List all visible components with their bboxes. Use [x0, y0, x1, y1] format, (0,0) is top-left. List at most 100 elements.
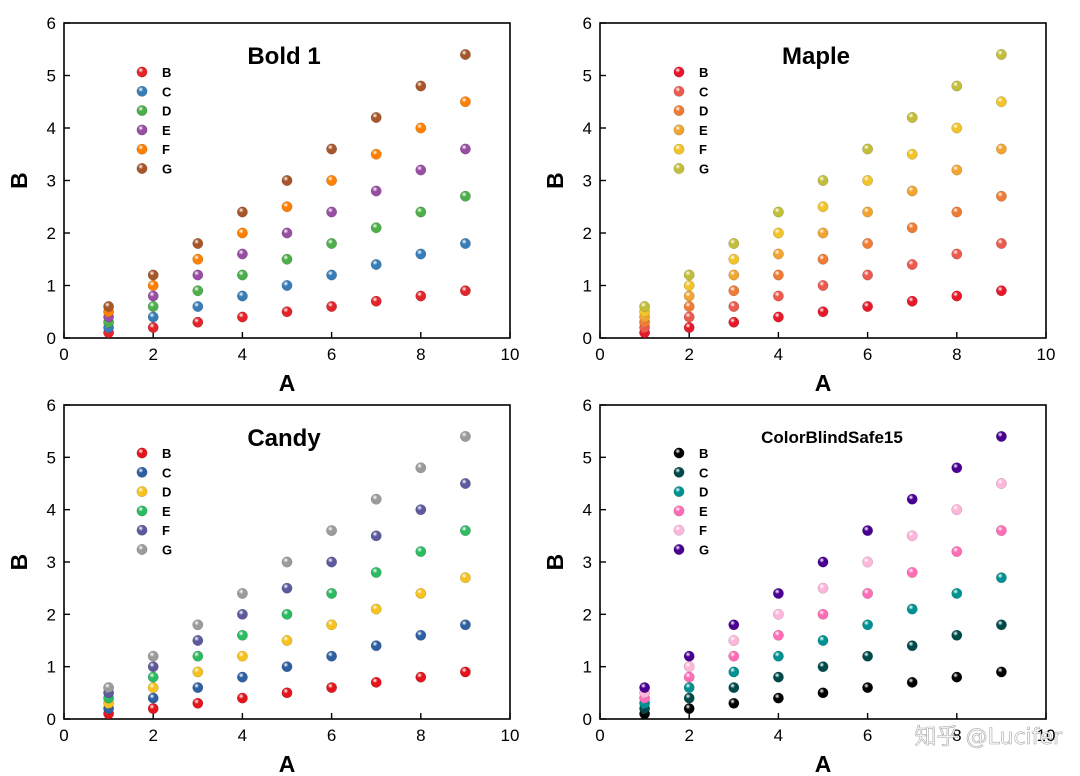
y-tick-label: 1 [47, 277, 56, 296]
legend-label: G [162, 543, 172, 558]
data-point [415, 462, 427, 474]
data-point [147, 280, 159, 291]
data-point [906, 530, 918, 542]
legend-marker [673, 66, 685, 78]
legend-label: D [162, 104, 171, 119]
series-G [103, 49, 471, 312]
data-point [326, 587, 338, 599]
data-point [772, 692, 784, 704]
data-point [370, 222, 382, 234]
y-tick-label: 5 [47, 67, 56, 86]
data-point [772, 206, 784, 218]
data-point [639, 301, 651, 312]
series-F [103, 96, 471, 318]
series-B [639, 666, 1007, 720]
data-point [683, 322, 695, 333]
data-point [683, 682, 695, 694]
data-point [459, 285, 471, 297]
data-point [772, 608, 784, 620]
data-point [103, 301, 115, 312]
data-point [236, 608, 248, 620]
data-point [906, 112, 918, 123]
legend-marker [136, 544, 148, 555]
data-point [415, 587, 427, 599]
chart-title: Maple [782, 43, 850, 70]
data-point [817, 201, 829, 213]
data-point [415, 80, 427, 92]
y-tick-label: 6 [47, 396, 56, 415]
y-tick-label: 6 [583, 14, 592, 33]
legend-marker [136, 105, 148, 117]
data-point [906, 567, 918, 578]
series-G [103, 430, 471, 694]
legend-label: F [162, 142, 170, 157]
series-D [639, 190, 1007, 328]
data-point [683, 671, 695, 683]
legend-marker [136, 163, 148, 174]
data-point [459, 478, 471, 489]
data-point [370, 295, 382, 307]
x-axis-label: A [815, 751, 832, 776]
data-point [370, 567, 382, 578]
data-point [459, 49, 471, 60]
y-tick-label: 6 [583, 396, 592, 415]
legend-label: D [162, 485, 171, 500]
legend-label: C [699, 84, 709, 99]
data-point [236, 290, 248, 302]
data-point [817, 635, 829, 646]
series-G [639, 49, 1007, 312]
data-point [192, 301, 204, 312]
series-E [103, 143, 471, 323]
data-point [862, 682, 874, 694]
data-point [862, 269, 874, 281]
legend-label: F [162, 523, 170, 538]
data-point [906, 493, 918, 505]
data-point [415, 290, 427, 302]
data-point [370, 640, 382, 652]
data-point [862, 556, 874, 568]
data-point [236, 248, 248, 260]
data-point [995, 478, 1007, 489]
y-tick-label: 2 [47, 605, 56, 624]
data-point [817, 306, 829, 318]
y-tick-label: 3 [47, 553, 56, 572]
data-point [236, 671, 248, 683]
data-point [326, 650, 338, 662]
data-point [951, 546, 963, 557]
data-point [906, 148, 918, 160]
data-point [728, 301, 740, 312]
data-point [192, 269, 204, 281]
data-point [862, 175, 874, 186]
data-point [683, 661, 695, 673]
data-point [236, 311, 248, 323]
data-point [147, 703, 159, 714]
data-point [862, 238, 874, 249]
data-point [370, 148, 382, 160]
legend-marker [673, 124, 685, 136]
data-point [326, 143, 338, 155]
legend-label: E [699, 504, 708, 519]
data-point [951, 206, 963, 218]
data-point [772, 650, 784, 662]
legend-marker [136, 524, 148, 536]
legend-marker [136, 85, 148, 97]
data-point [772, 269, 784, 281]
legend-marker [136, 486, 148, 498]
data-point [281, 280, 293, 291]
data-point [862, 206, 874, 218]
data-point [459, 572, 471, 584]
chart-title: ColorBlindSafe15 [761, 428, 903, 447]
data-point [728, 316, 740, 328]
legend-label: E [162, 504, 171, 519]
data-point [326, 206, 338, 218]
data-point [683, 703, 695, 714]
data-point [415, 629, 427, 641]
legend-marker [673, 85, 685, 97]
data-point [817, 253, 829, 265]
data-point [370, 259, 382, 270]
data-point [370, 603, 382, 615]
data-point [728, 238, 740, 249]
